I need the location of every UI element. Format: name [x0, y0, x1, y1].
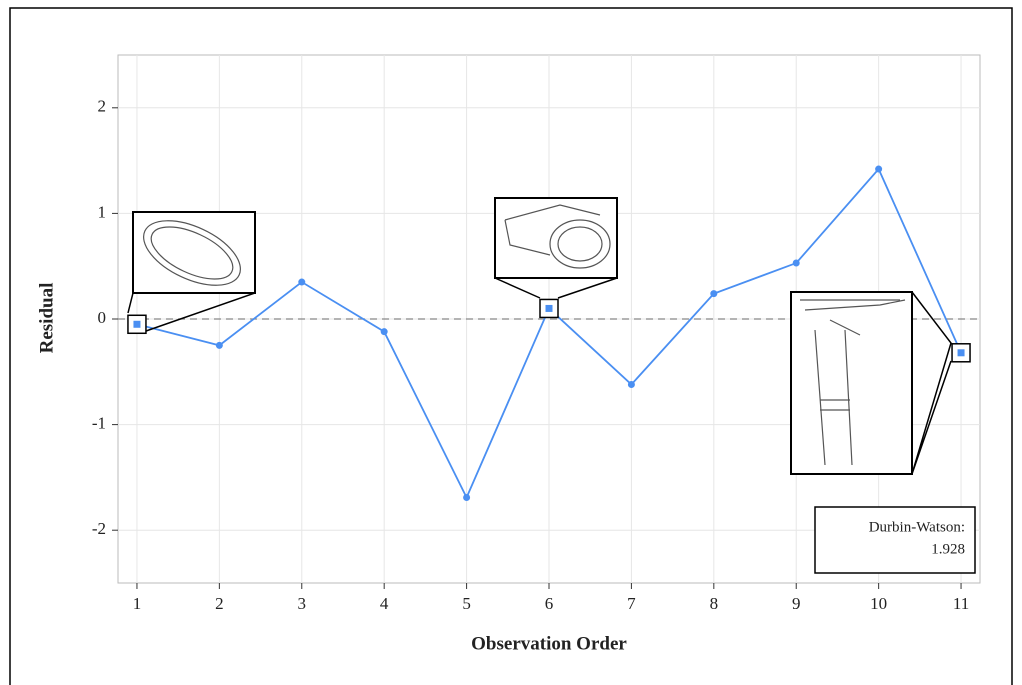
point [792, 259, 800, 267]
x-tick-label: 11 [953, 594, 969, 613]
x-axis-label: Observation Order [471, 633, 627, 654]
point [627, 380, 635, 388]
x-tick-label: 6 [545, 594, 554, 613]
x-tick-label: 5 [462, 594, 471, 613]
x-tick-label: 4 [380, 594, 389, 613]
x-tick-label: 2 [215, 594, 224, 613]
x-tick-label: 7 [627, 594, 636, 613]
x-tick-label: 1 [133, 594, 142, 613]
annotation-box: Durbin-Watson: 1.928 [814, 506, 976, 574]
x-tick-label: 8 [710, 594, 719, 613]
point [957, 349, 965, 357]
x-tick-label: 9 [792, 594, 801, 613]
point [215, 341, 223, 349]
y-axis-label: Residual [36, 283, 57, 354]
point [463, 493, 471, 501]
inset-3 [790, 291, 952, 475]
y-tick-label: 1 [98, 202, 107, 221]
point [875, 165, 883, 173]
point [545, 304, 553, 312]
point [380, 328, 388, 336]
annotation-value: 1.928 [931, 541, 965, 557]
y-tick-label: -2 [92, 519, 106, 538]
y-tick-label: 2 [98, 97, 107, 116]
inset-1 [127, 211, 256, 332]
series [127, 165, 971, 501]
x-tick-label: 3 [298, 594, 307, 613]
x-tick-label: 10 [870, 594, 887, 613]
annotation-label: Durbin-Watson: [869, 519, 965, 535]
point [710, 290, 718, 298]
annotation-frame [814, 506, 976, 574]
point [298, 278, 306, 286]
inset-2 [494, 197, 618, 299]
y-tick-label: -1 [92, 414, 106, 433]
y-tick-label: 0 [98, 308, 107, 327]
point [133, 320, 141, 328]
